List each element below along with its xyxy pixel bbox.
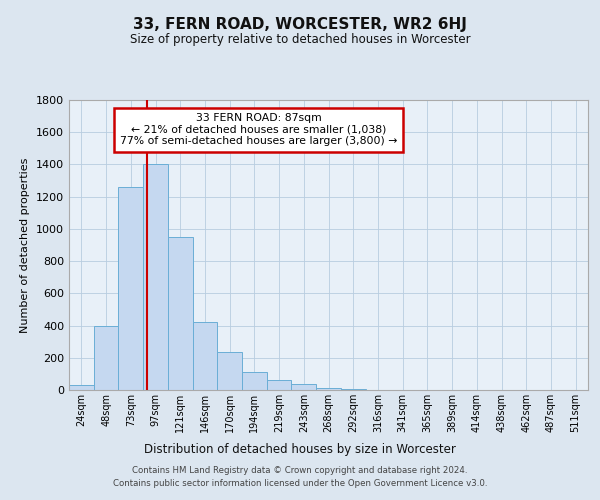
Bar [341, 389, 365, 390]
Bar [143, 164, 168, 390]
Bar [316, 388, 341, 390]
Text: 33, FERN ROAD, WORCESTER, WR2 6HJ: 33, FERN ROAD, WORCESTER, WR2 6HJ [133, 18, 467, 32]
Text: 33 FERN ROAD: 87sqm
← 21% of detached houses are smaller (1,038)
77% of semi-det: 33 FERN ROAD: 87sqm ← 21% of detached ho… [120, 113, 397, 146]
Bar [267, 380, 292, 390]
Bar [217, 352, 242, 390]
Text: Contains HM Land Registry data © Crown copyright and database right 2024.
Contai: Contains HM Land Registry data © Crown c… [113, 466, 487, 487]
Y-axis label: Number of detached properties: Number of detached properties [20, 158, 31, 332]
Bar [193, 322, 217, 390]
Bar [94, 326, 118, 390]
Text: Distribution of detached houses by size in Worcester: Distribution of detached houses by size … [144, 442, 456, 456]
Text: Size of property relative to detached houses in Worcester: Size of property relative to detached ho… [130, 32, 470, 46]
Bar [242, 372, 267, 390]
Bar [168, 237, 193, 390]
Bar [69, 385, 94, 390]
Bar [118, 187, 143, 390]
Bar [292, 384, 316, 390]
